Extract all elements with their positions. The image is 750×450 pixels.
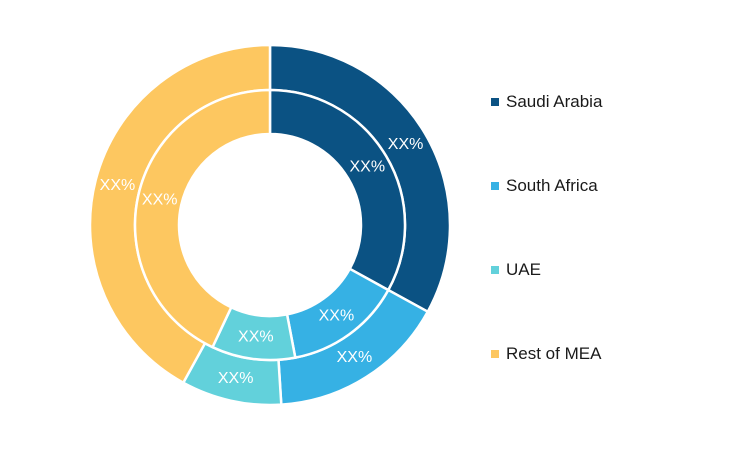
inner-label-rest-of-mea: XX%: [142, 192, 178, 209]
outer-ring: [88, 43, 452, 407]
legend-item-rest-of-mea[interactable]: Rest of MEA: [491, 340, 602, 368]
legend-swatch: [491, 98, 499, 106]
inner-slice-saudi-arabia[interactable]: [268, 88, 407, 292]
legend-swatch: [491, 350, 499, 358]
inner-label-south-africa: XX%: [319, 308, 355, 325]
legend-swatch: [491, 266, 499, 274]
legend-item-saudi-arabia[interactable]: Saudi Arabia: [491, 88, 602, 116]
outer-label-uae: XX%: [218, 370, 254, 387]
inner-slice-rest-of-mea[interactable]: [133, 88, 272, 349]
inner-ring: [133, 88, 407, 362]
outer-label-rest-of-mea: XX%: [100, 177, 136, 194]
slice-labels: XX%XX%XX%XX%XX%XX%XX%XX%: [100, 136, 424, 387]
inner-label-uae: XX%: [238, 328, 274, 345]
legend-swatch: [491, 182, 499, 190]
legend-label: Saudi Arabia: [506, 92, 603, 111]
outer-label-south-africa: XX%: [337, 349, 373, 366]
legend: Saudi Arabia South Africa UAE Rest of ME…: [491, 88, 602, 424]
legend-label: UAE: [506, 260, 541, 279]
legend-item-south-africa[interactable]: South Africa: [491, 172, 602, 200]
inner-label-saudi-arabia: XX%: [349, 159, 385, 176]
legend-item-uae[interactable]: UAE: [491, 256, 602, 284]
outer-label-saudi-arabia: XX%: [388, 136, 424, 153]
legend-label: South Africa: [506, 176, 598, 195]
legend-label: Rest of MEA: [506, 344, 602, 363]
